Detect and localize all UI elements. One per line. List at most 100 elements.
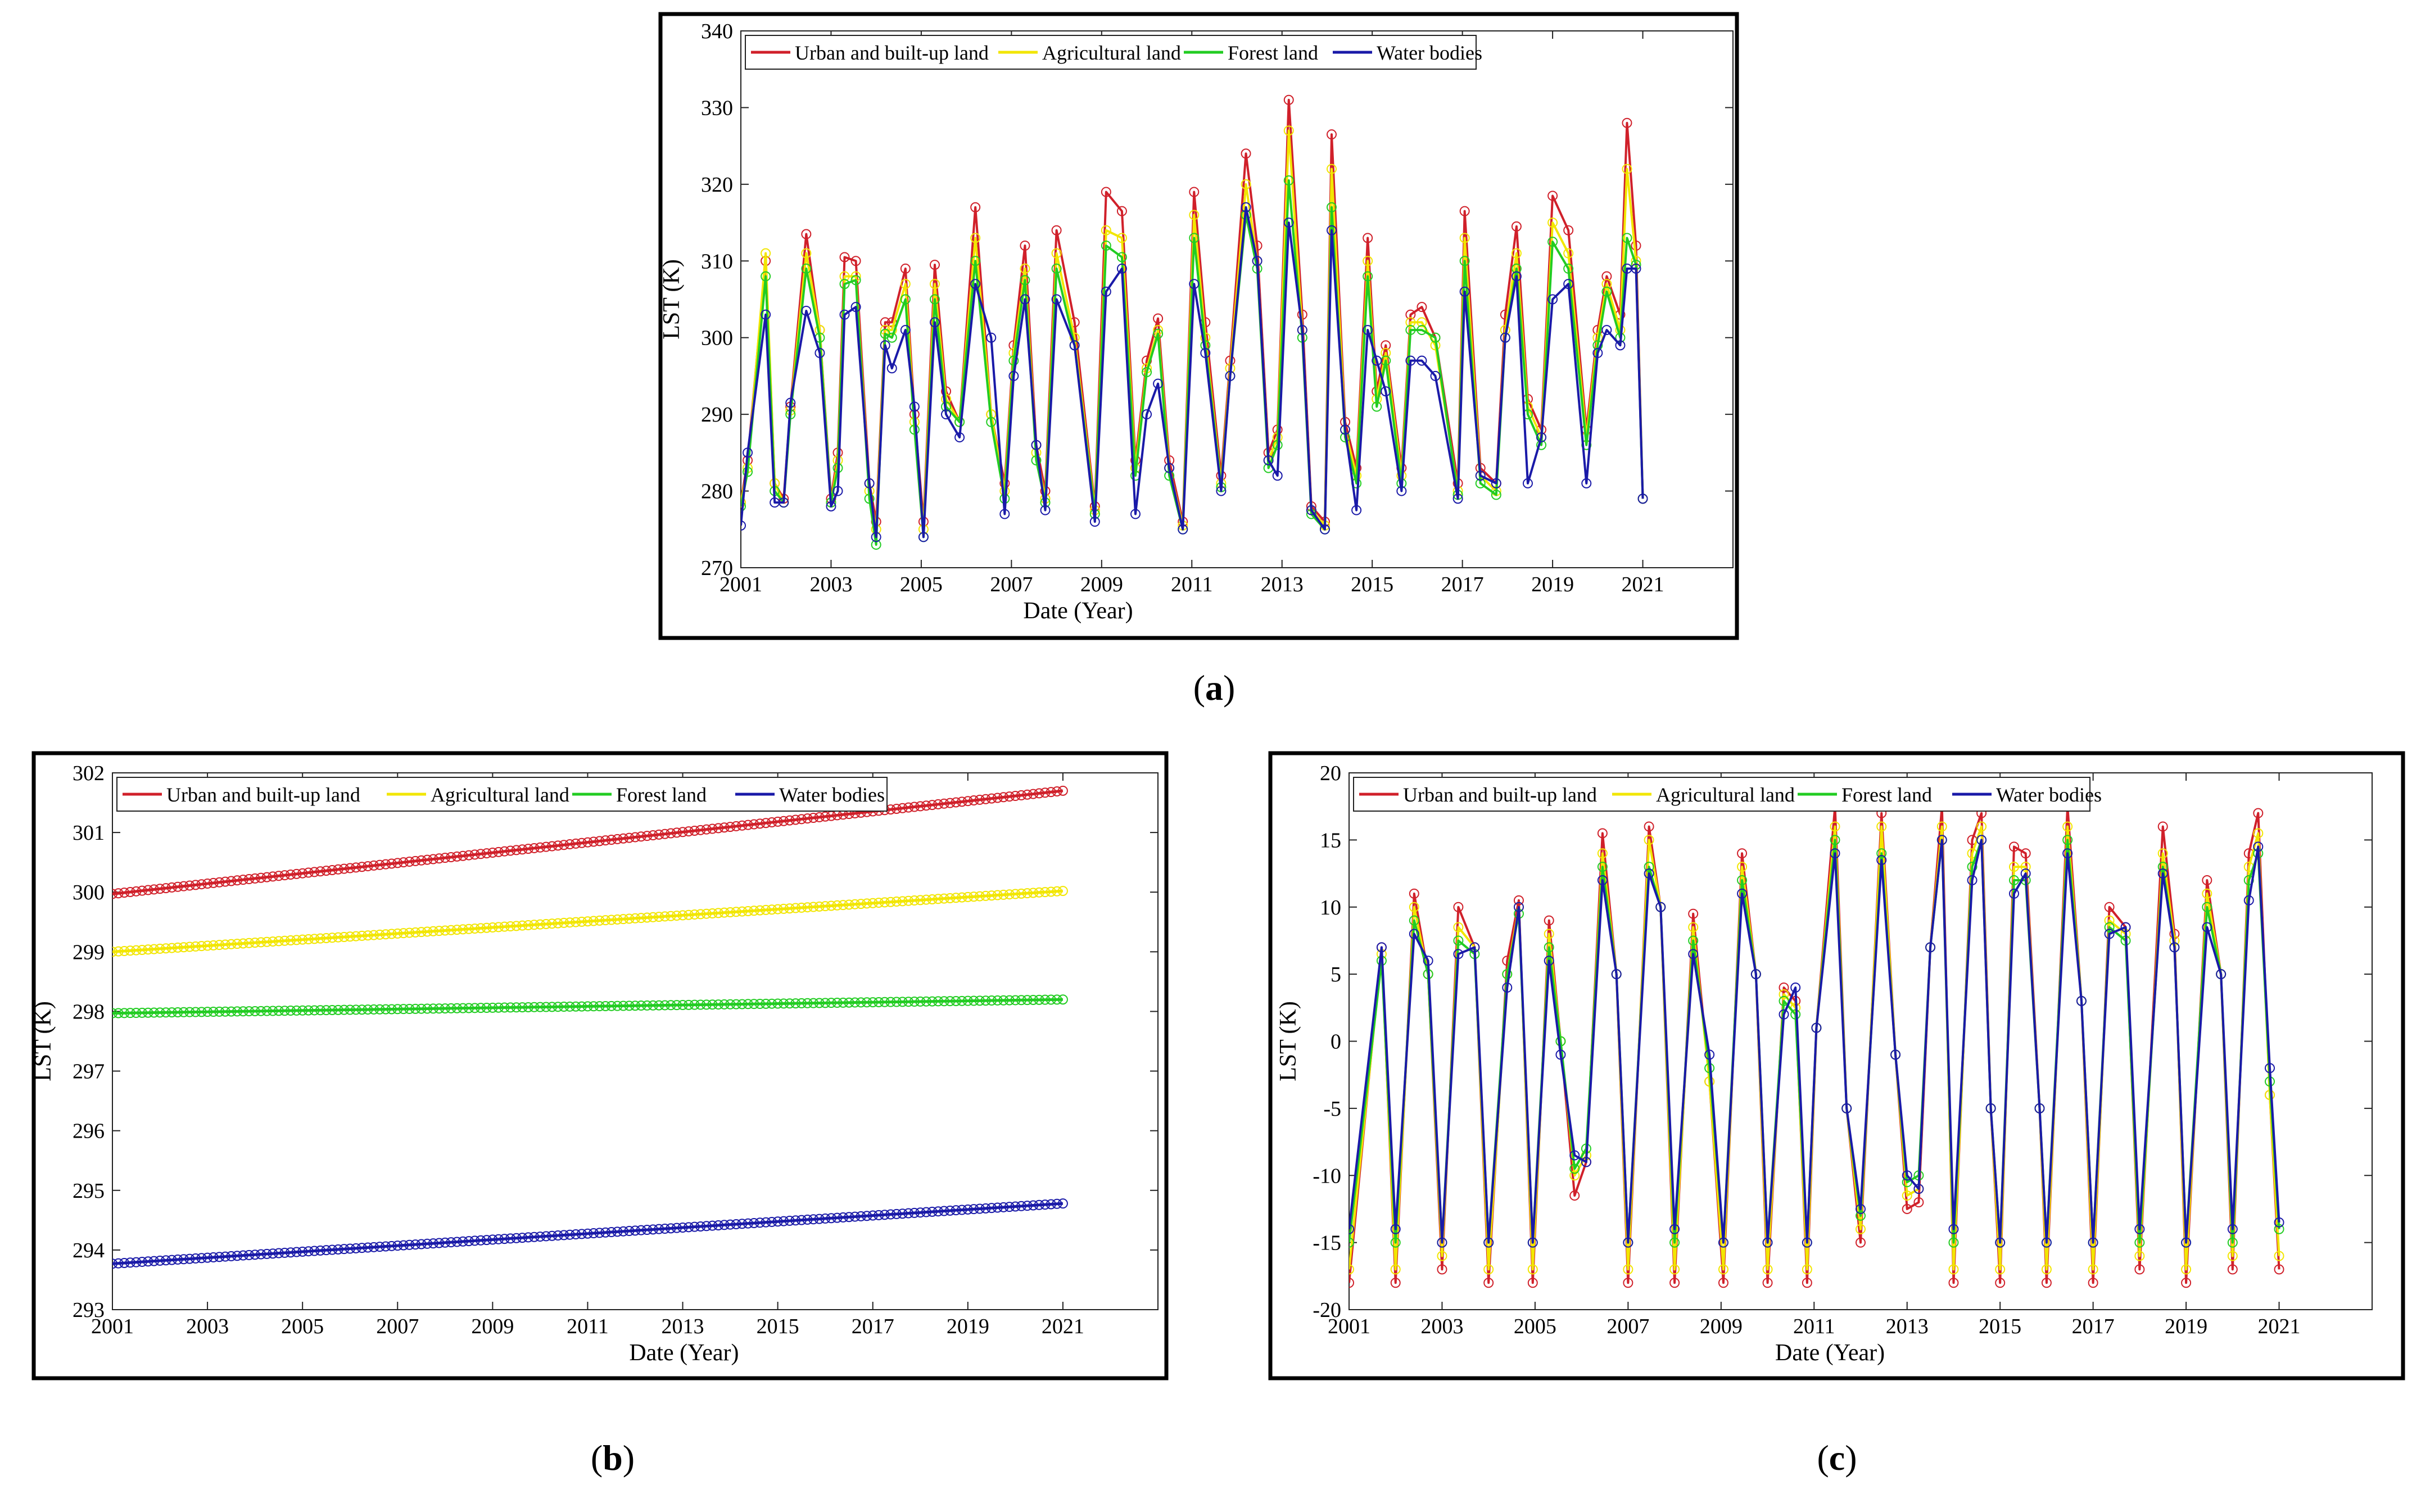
legend-label-water: Water bodies (1996, 784, 2102, 806)
data-point (1381, 340, 1391, 351)
legend: Urban and built-up land Agricultural land… (116, 777, 888, 812)
data-point (1491, 490, 1501, 500)
data-point (915, 996, 926, 1007)
data-point (731, 821, 741, 831)
data-point (671, 827, 682, 838)
plot-area (112, 772, 1159, 1310)
data-point (440, 1237, 450, 1248)
data-point (606, 1227, 617, 1238)
data-point (1020, 294, 1030, 305)
y-tick-label: 290 (701, 403, 733, 427)
data-point (547, 1230, 558, 1241)
data-point (148, 1007, 159, 1018)
data-point (974, 1203, 985, 1214)
data-point (535, 1002, 545, 1012)
data-point (802, 902, 813, 913)
data-point (184, 1007, 195, 1017)
data-point (1189, 187, 1200, 197)
data-point (987, 890, 997, 901)
data-point (464, 1003, 474, 1013)
data-point (879, 997, 890, 1007)
data-point (321, 866, 332, 876)
data-point (880, 317, 890, 328)
data-point (1802, 1237, 1812, 1248)
data-point (719, 999, 730, 1009)
x-tick-label: 2013 (1886, 1315, 1929, 1338)
data-point (303, 867, 314, 878)
data-point (190, 941, 201, 952)
data-point (369, 1242, 379, 1252)
data-point (131, 1257, 142, 1267)
data-point (962, 995, 973, 1006)
data-point (915, 895, 926, 906)
data-point (970, 256, 981, 266)
data-point (1762, 1264, 1773, 1275)
data-point (1004, 1202, 1015, 1212)
data-point (2009, 862, 2019, 872)
data-point (196, 1253, 207, 1264)
data-point (1563, 248, 1574, 259)
data-point (268, 936, 278, 947)
data-point (636, 831, 646, 842)
data-point (487, 922, 498, 933)
data-point (1511, 263, 1522, 274)
data-point (1272, 470, 1283, 481)
data-point (871, 532, 881, 542)
data-point (2157, 868, 2168, 879)
data-point (178, 1007, 189, 1017)
data-point (582, 1228, 593, 1239)
data-point (719, 1220, 730, 1230)
data-point (410, 927, 420, 938)
data-point (808, 1214, 819, 1225)
data-point (962, 891, 973, 902)
data-point (808, 902, 819, 912)
data-point (2104, 902, 2115, 912)
data-point (892, 803, 902, 814)
data-point (1031, 440, 1042, 450)
data-point (339, 863, 350, 874)
data-point (493, 846, 504, 857)
data-point (1601, 271, 1612, 282)
data-point (351, 1004, 361, 1015)
data-point (2274, 1251, 2284, 1261)
data-point (701, 908, 712, 919)
data-point (999, 509, 1010, 519)
data-point (1453, 922, 1464, 932)
x-tick-label: 2005 (900, 573, 943, 596)
data-point (392, 858, 403, 868)
data-point (571, 917, 581, 927)
data-point (1349, 1264, 1354, 1275)
data-point (600, 915, 611, 926)
data-point (2041, 1264, 2052, 1275)
data-point (1762, 1237, 1773, 1248)
data-point (345, 931, 355, 942)
data-point (921, 996, 931, 1007)
data-point (1890, 1049, 1901, 1060)
data-point (261, 1248, 272, 1259)
data-point (119, 1257, 130, 1268)
data-point (1101, 225, 1111, 236)
data-point (1563, 263, 1574, 274)
data-point (297, 934, 308, 945)
data-point (900, 325, 911, 336)
data-point (1016, 1201, 1026, 1211)
data-point (1034, 1199, 1044, 1210)
data-point (689, 825, 700, 836)
data-point (582, 916, 593, 927)
data-point (779, 998, 789, 1009)
data-point (820, 811, 831, 822)
data-point (564, 1001, 575, 1012)
data-point (1547, 191, 1558, 201)
data-point (630, 913, 640, 924)
data-point (487, 1002, 498, 1013)
data-point (2274, 1217, 2284, 1228)
data-point (1326, 202, 1337, 212)
data-point (927, 996, 938, 1007)
data-point (202, 1007, 213, 1017)
data-point (648, 1000, 658, 1011)
data-point (761, 904, 771, 915)
data-point (862, 997, 872, 1008)
data-point (826, 998, 836, 1008)
data-point (238, 1006, 248, 1017)
data-point (624, 913, 635, 924)
